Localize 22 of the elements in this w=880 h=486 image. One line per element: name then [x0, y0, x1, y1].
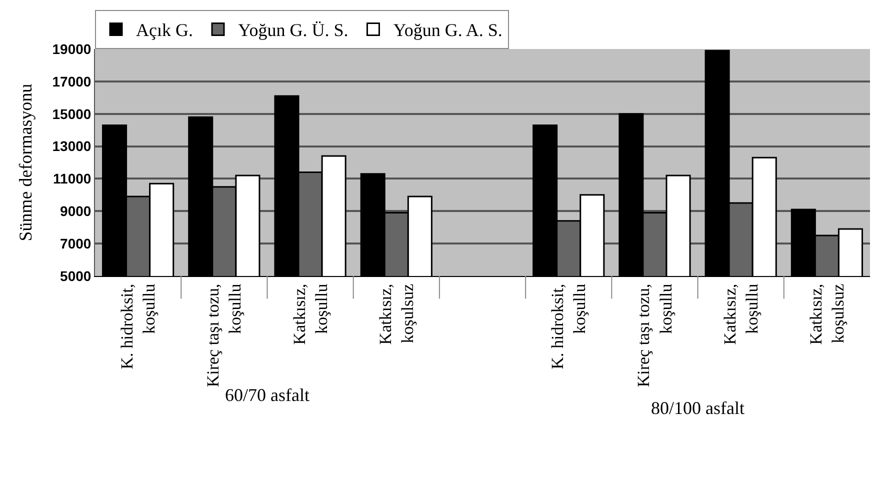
x-tick-label: Katkısız, koşulsuz — [376, 283, 417, 345]
legend-label: Yoğun G. A. S. — [393, 20, 502, 40]
x-tick-label: Kireç taşı tozu, koşullu — [204, 283, 245, 388]
y-tick-label: 9000 — [60, 203, 92, 220]
text: 80/100 asfalt — [651, 398, 744, 418]
y-tick-label: 5000 — [60, 268, 92, 284]
y-tick-label: 13000 — [52, 138, 92, 154]
legend-label: Açık G. — [136, 20, 193, 40]
x-tick-label: Katkısız, koşullu — [720, 283, 762, 345]
y-tick-label: 15000 — [52, 106, 92, 122]
legend-label: Yoğun G. Ü. S. — [238, 20, 348, 40]
x-tick-label: K. hidroksit, koşullu — [118, 283, 159, 370]
y-tick-label: 19000 — [52, 40, 92, 57]
x-tick-label: Katkısız, koşullu — [290, 283, 331, 345]
text: 60/70 asfalt — [225, 385, 310, 405]
x-tick-label: Kireç taşı tozu, koşullu — [634, 283, 676, 388]
x-tick-label: Katkısız, koşulsuz — [806, 283, 848, 345]
y-tick-label: 17000 — [52, 73, 92, 90]
y-axis-title: Sünme deformasyonu — [15, 84, 36, 242]
y-tick-label: 11000 — [53, 170, 92, 187]
x-tick-label: K. hidroksit, koşullu — [548, 283, 590, 370]
y-tick-label: 7000 — [60, 235, 92, 252]
